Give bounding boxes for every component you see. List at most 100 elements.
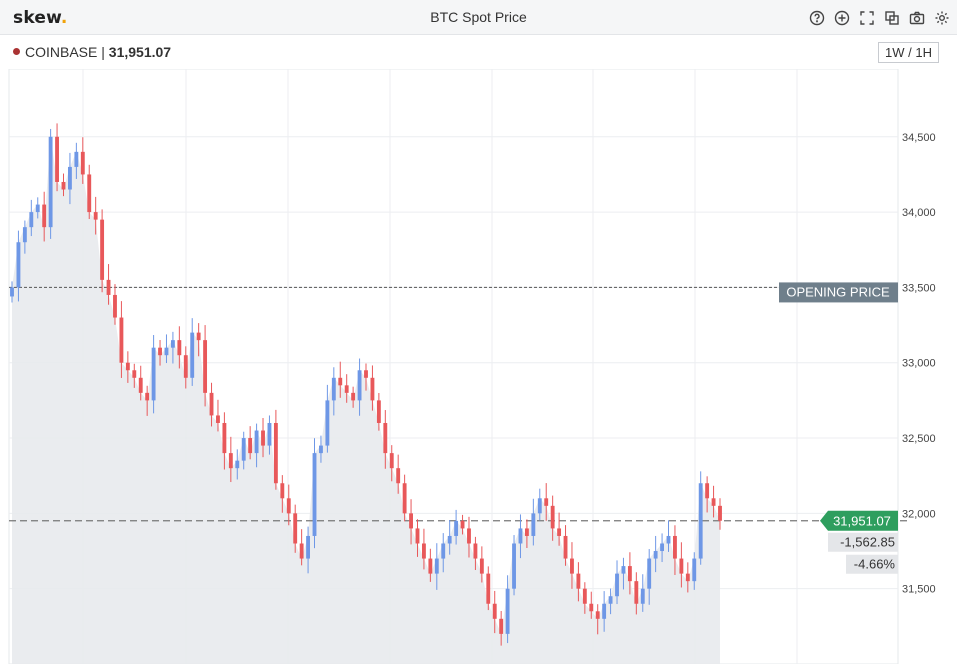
candle-body: [203, 340, 208, 393]
candle-body: [460, 520, 465, 529]
candle-body: [389, 453, 394, 469]
y-tick-label: 34,000: [902, 207, 936, 219]
candle-body: [711, 498, 716, 506]
candle-body: [666, 535, 671, 544]
candle-body: [679, 558, 684, 574]
price-area: [12, 136, 720, 664]
candle-body: [621, 566, 626, 574]
candle-body: [299, 543, 304, 559]
skew-logo[interactable]: skew.: [13, 8, 68, 28]
candle-body: [113, 294, 117, 318]
candle-body: [16, 242, 21, 288]
candle-body: [331, 377, 336, 401]
candle-body: [132, 370, 137, 378]
change-pct-value: -4.66%: [854, 557, 896, 572]
series-dot: [13, 48, 20, 55]
candle-body: [119, 317, 124, 363]
candle-body: [106, 279, 111, 295]
last-price-label: 31,951.07: [833, 514, 891, 529]
candle-body: [531, 513, 536, 536]
candle-body: [718, 505, 722, 521]
candle-body: [653, 551, 658, 559]
source-label: COINBASE | 31,951.07: [25, 44, 171, 60]
candle-body: [370, 377, 375, 401]
candle-body: [647, 558, 652, 589]
y-tick-label: 32,000: [902, 508, 936, 520]
candle-body: [29, 212, 34, 228]
candle-body: [550, 505, 555, 529]
candle-body: [293, 513, 298, 544]
candle-body: [518, 528, 523, 544]
candle-body: [170, 340, 175, 348]
candle-body: [692, 558, 697, 582]
candle-body: [576, 573, 581, 589]
camera-icon[interactable]: [907, 8, 926, 27]
y-tick-label: 33,000: [902, 358, 936, 370]
current-price: 31,951.07: [108, 44, 172, 60]
candle-body: [415, 528, 420, 544]
candle-body: [35, 204, 40, 213]
candle-body: [351, 392, 356, 401]
source-name: COINBASE: [25, 44, 98, 60]
y-tick-label: 34,500: [902, 132, 936, 144]
candle-body: [280, 483, 285, 499]
candle-body: [396, 468, 401, 484]
candle-body: [615, 573, 619, 597]
candle-body: [447, 535, 452, 544]
add-icon[interactable]: [832, 8, 851, 27]
candle-body: [421, 543, 426, 559]
fullscreen-icon[interactable]: [857, 8, 876, 27]
candle-body: [589, 603, 594, 612]
candle-body: [634, 581, 639, 604]
candle-body: [319, 445, 323, 454]
candle-body: [563, 535, 568, 559]
candle-body: [80, 151, 85, 175]
candle-body: [158, 347, 162, 356]
candle-body: [454, 520, 459, 536]
candle-body: [537, 498, 542, 514]
top-bar: skew. BTC Spot Price: [0, 0, 957, 35]
change-value: -1,562.85: [840, 535, 895, 550]
candle-body: [177, 340, 182, 356]
candle-body: [673, 535, 677, 559]
candle-body: [473, 543, 478, 559]
sub-bar: COINBASE | 31,951.07 1W / 1H: [0, 35, 957, 69]
candle-body: [151, 347, 156, 401]
candle-body: [512, 543, 516, 589]
candle-body: [10, 287, 14, 297]
y-tick-label: 33,500: [902, 282, 936, 294]
candle-body: [441, 543, 446, 559]
chart-area[interactable]: 31,500 32,000 32,500 33,000 33,500 34,000 34,5…: [0, 69, 957, 664]
candle-body: [241, 438, 246, 461]
candle-body: [338, 377, 343, 386]
candle-body: [87, 174, 92, 213]
candle-body: [486, 573, 491, 604]
settings-icon[interactable]: [932, 8, 951, 27]
candle-body: [125, 362, 130, 371]
candle-body: [312, 453, 317, 536]
candle-body: [640, 588, 645, 604]
candle-body: [267, 422, 272, 446]
price-chart[interactable]: 31,500 32,000 32,500 33,000 33,500 34,000 34,5…: [0, 69, 957, 664]
layers-icon[interactable]: [882, 8, 901, 27]
candle-body: [608, 596, 613, 604]
candle-body: [499, 618, 504, 634]
timeframe-button[interactable]: 1W / 1H: [878, 42, 939, 63]
candle-body: [190, 332, 195, 378]
candle-body: [93, 212, 98, 220]
help-icon[interactable]: [807, 8, 826, 27]
candle-body: [582, 588, 587, 604]
candle-body: [705, 483, 710, 499]
candle-body: [505, 588, 510, 634]
change-badge: [828, 532, 898, 552]
candle-body: [595, 611, 600, 619]
candle-body: [183, 355, 188, 378]
candle-body: [698, 483, 703, 559]
candle-body: [364, 370, 368, 378]
candle-body: [74, 151, 79, 167]
candle-body: [42, 204, 47, 228]
candle-body: [383, 422, 388, 454]
candle-body: [228, 453, 233, 469]
candle-body: [48, 136, 53, 228]
candle-body: [164, 347, 169, 356]
